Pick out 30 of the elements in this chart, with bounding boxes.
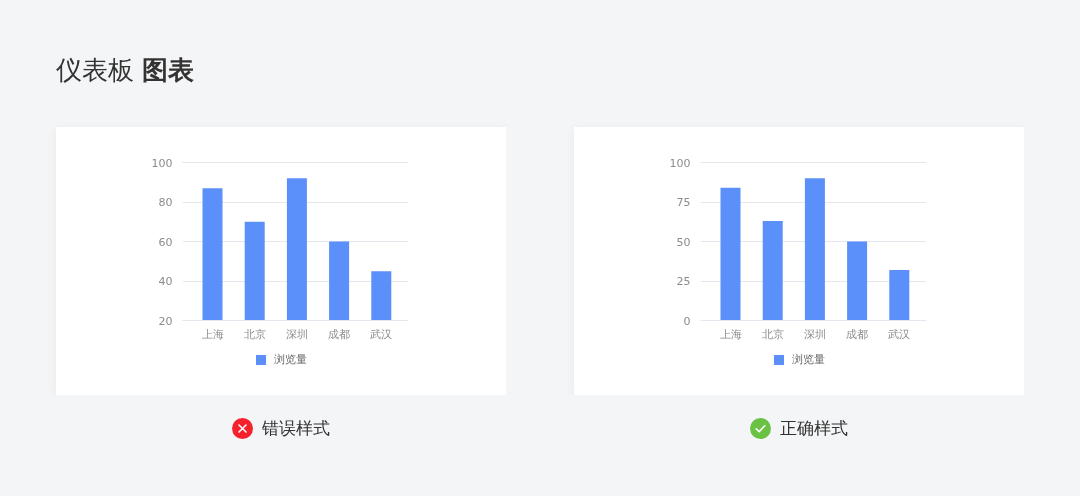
text: 错误样式 (262, 417, 330, 440)
x-tick-label: 成都 (328, 327, 351, 341)
y-tick-label: 100 (669, 156, 691, 170)
x-tick-label: 深圳 (803, 327, 826, 341)
bar (720, 187, 741, 321)
y-tick-label: 0 (683, 314, 691, 328)
y-tick-label: 25 (676, 275, 691, 288)
bar (762, 220, 783, 321)
x-tick-label: 上海 (201, 327, 224, 341)
y-tick-label: 100 (151, 156, 173, 170)
y-tick-label: 60 (158, 235, 173, 249)
y-tick-label: 50 (676, 235, 691, 249)
bar (889, 269, 910, 321)
x-tick-label: 武汉 (888, 327, 911, 341)
legend-label: 浏览量 (273, 353, 307, 367)
x-tick-label: 北京 (761, 327, 784, 341)
x-tick-label: 武汉 (370, 327, 393, 341)
legend-label: 浏览量 (791, 353, 825, 367)
y-tick-label: 75 (676, 196, 691, 209)
x-tick-label: 深圳 (285, 327, 308, 341)
bar (847, 241, 868, 321)
bar (804, 178, 825, 321)
x-tick-label: 北京 (243, 327, 266, 341)
x-tick-label: 成都 (846, 327, 869, 341)
y-tick-label: 80 (158, 196, 173, 209)
y-tick-label: 20 (158, 314, 173, 328)
y-tick-label: 40 (158, 275, 173, 288)
x-tick-label: 上海 (719, 327, 742, 341)
text: 正确样式 (780, 417, 848, 440)
chart-title: 仪表板 图表 (56, 55, 195, 85)
